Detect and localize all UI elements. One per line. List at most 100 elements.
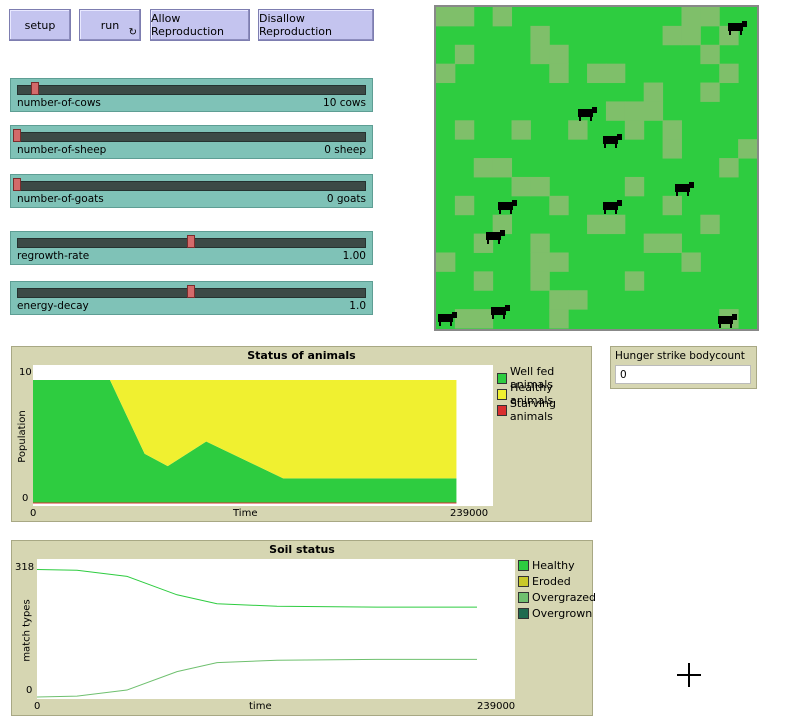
slider-label: number-of-goats: [17, 193, 104, 205]
slider-number-of-cows[interactable]: number-of-cows 10 cows: [10, 78, 373, 112]
crosshair-cursor-icon: [677, 663, 701, 687]
grass-patch: [530, 233, 550, 253]
grass-patch: [549, 309, 569, 329]
setup-button-label: setup: [24, 18, 56, 32]
series-overgrazed: [36, 658, 477, 698]
grass-patch: [492, 7, 513, 27]
allow-reproduction-label: Allow Reproduction: [151, 12, 224, 38]
grass-patch: [530, 271, 550, 291]
slider-knob[interactable]: [31, 82, 39, 95]
grass-patch: [568, 290, 588, 310]
cow-icon: [578, 107, 597, 121]
cow-icon: [728, 21, 747, 35]
run-button[interactable]: run ↻: [79, 9, 141, 41]
grass-patch: [530, 44, 550, 65]
grass-patch: [700, 7, 720, 27]
slider-knob[interactable]: [13, 129, 21, 142]
plot-status-of-animals: Status of animals 10 0 Population 0 Time…: [11, 346, 592, 522]
forever-icon: ↻: [128, 27, 137, 38]
grass-patch: [662, 195, 682, 216]
slider-knob[interactable]: [13, 178, 21, 191]
grass-patch: [681, 252, 701, 272]
grass-patch: [700, 214, 720, 235]
x-min-label: 0: [34, 701, 41, 712]
world-grid: [436, 7, 757, 329]
grass-patch: [568, 120, 588, 140]
legend-swatch: [518, 576, 529, 587]
grass-patch: [473, 271, 494, 291]
x-min-label: 0: [30, 508, 37, 519]
grass-patch: [624, 271, 645, 291]
grass-patch: [454, 7, 475, 27]
y-min-label: 0: [22, 493, 29, 504]
grass-patch: [549, 63, 569, 84]
slider-value: 1.00: [342, 250, 366, 262]
grass-patch: [700, 44, 720, 65]
x-axis-label: time: [249, 701, 272, 712]
grass-patch: [605, 63, 626, 84]
monitor-label: Hunger strike bodycount: [615, 350, 745, 362]
grass-patch: [549, 290, 569, 310]
slider-track[interactable]: [17, 132, 366, 142]
slider-regrowth-rate[interactable]: regrowth-rate 1.00: [10, 231, 373, 265]
legend-healthy-soil: Healthy: [518, 559, 575, 572]
disallow-reproduction-button[interactable]: Disallow Reproduction: [258, 9, 374, 41]
grass-patch: [719, 158, 739, 178]
legend-overgrazed: Overgrazed: [518, 591, 596, 604]
legend-well-fed: Well fed animals: [497, 365, 591, 391]
plot-area: [33, 365, 493, 506]
grass-patch: [511, 120, 531, 140]
grass-patch: [719, 63, 739, 84]
legend-healthy: Healthy animals: [497, 381, 591, 407]
slider-number-of-sheep[interactable]: number-of-sheep 0 sheep: [10, 125, 373, 159]
slider-track[interactable]: [17, 85, 366, 95]
allow-reproduction-button[interactable]: Allow Reproduction: [150, 9, 250, 41]
grass-patch: [549, 252, 569, 272]
series-healthy: [36, 568, 477, 608]
legend-swatch: [518, 560, 529, 571]
y-axis-label: match types: [21, 599, 33, 662]
slider-number-of-goats[interactable]: number-of-goats 0 goats: [10, 174, 373, 208]
cow-icon: [486, 230, 505, 244]
cow-icon: [718, 314, 737, 328]
cow-icon: [438, 312, 457, 326]
slider-value: 1.0: [349, 300, 366, 312]
grass-patch: [643, 82, 664, 102]
legend-swatch: [497, 372, 508, 384]
slider-track[interactable]: [17, 181, 366, 191]
plot-title: Status of animals: [247, 349, 356, 362]
world-view[interactable]: [434, 5, 759, 331]
grass-patch: [700, 82, 720, 102]
cow-icon: [675, 182, 694, 196]
soil-status-chart: [36, 568, 477, 698]
grass-patch: [454, 44, 475, 65]
series-healthy: [33, 380, 457, 479]
legend-label: Eroded: [532, 575, 571, 588]
grass-patch: [492, 214, 513, 235]
grass-patch: [624, 120, 645, 140]
y-max-label: 318: [15, 562, 35, 573]
slider-label: number-of-cows: [17, 97, 101, 109]
legend-swatch: [518, 608, 529, 619]
grass-patch: [436, 7, 456, 27]
y-axis-label: Population: [16, 410, 28, 463]
grass-patch: [605, 101, 626, 121]
grass-patch: [624, 176, 645, 197]
series-well-fed: [33, 380, 457, 503]
slider-knob[interactable]: [187, 285, 195, 298]
setup-button[interactable]: setup: [9, 9, 71, 41]
legend-swatch: [497, 404, 507, 416]
grass-patch: [473, 158, 494, 178]
grass-patch: [662, 25, 682, 46]
legend-swatch: [518, 592, 529, 603]
plot-soil-status: Soil status 318 0 match types 0 time 239…: [11, 540, 596, 716]
legend-eroded: Eroded: [518, 575, 571, 588]
slider-knob[interactable]: [187, 235, 195, 248]
grass-patch: [492, 158, 513, 178]
grass-patch: [662, 233, 682, 253]
disallow-reproduction-label: Disallow Reproduction: [259, 12, 332, 38]
grass-patch: [681, 7, 701, 27]
y-min-label: 0: [26, 685, 33, 696]
grass-patch: [662, 120, 682, 140]
slider-energy-decay[interactable]: energy-decay 1.0: [10, 281, 373, 315]
